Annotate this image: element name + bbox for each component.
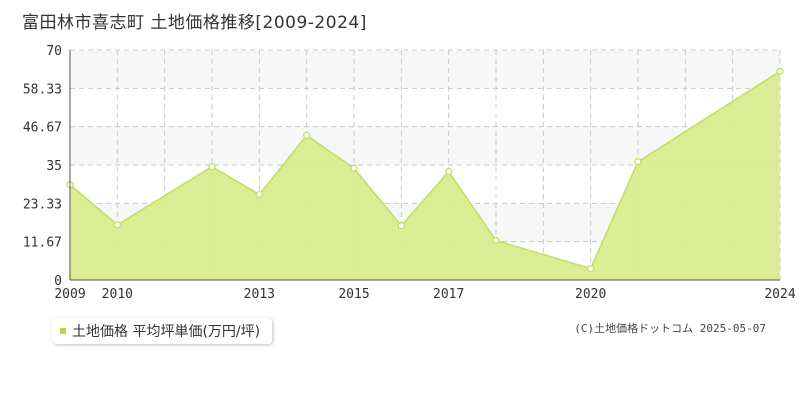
data-point xyxy=(634,158,642,166)
x-tick-label: 2015 xyxy=(338,287,369,302)
legend: 土地価格 平均坪単価(万円/坪) xyxy=(52,318,273,344)
data-point xyxy=(445,167,453,176)
data-point xyxy=(776,67,784,75)
data-point xyxy=(255,190,263,199)
y-tick-label: 46.67 xyxy=(23,121,62,136)
data-point xyxy=(303,131,311,140)
chart-title: 富田林市喜志町 土地価格推移[2009-2024] xyxy=(22,13,367,33)
data-point xyxy=(350,164,358,172)
legend-swatch xyxy=(60,328,66,334)
y-tick-label: 0 xyxy=(54,274,62,289)
data-point xyxy=(208,163,216,171)
data-point xyxy=(492,236,500,245)
copyright-credit: (C)土地価格ドットコム 2025-05-07 xyxy=(574,322,766,335)
x-tick-label: 2010 xyxy=(102,287,133,302)
x-tick-label: 2013 xyxy=(244,287,275,302)
y-tick-label: 23.33 xyxy=(23,197,62,212)
series-area xyxy=(70,71,780,280)
x-tick-label: 2017 xyxy=(433,287,464,302)
data-point xyxy=(397,222,405,230)
y-tick-label: 11.67 xyxy=(23,236,62,251)
y-tick-label: 35 xyxy=(46,159,62,174)
y-tick-label: 58.33 xyxy=(23,82,62,97)
x-tick-label: 2020 xyxy=(575,287,606,302)
grid-band xyxy=(70,50,780,89)
series-line xyxy=(69,70,781,270)
legend-label: 土地価格 平均坪単価(万円/坪) xyxy=(72,324,261,340)
x-tick-label: 2009 xyxy=(54,287,85,302)
data-point xyxy=(113,221,121,229)
data-point xyxy=(587,264,595,273)
x-tick-label: 2024 xyxy=(764,287,795,302)
y-tick-label: 70 xyxy=(46,44,62,59)
